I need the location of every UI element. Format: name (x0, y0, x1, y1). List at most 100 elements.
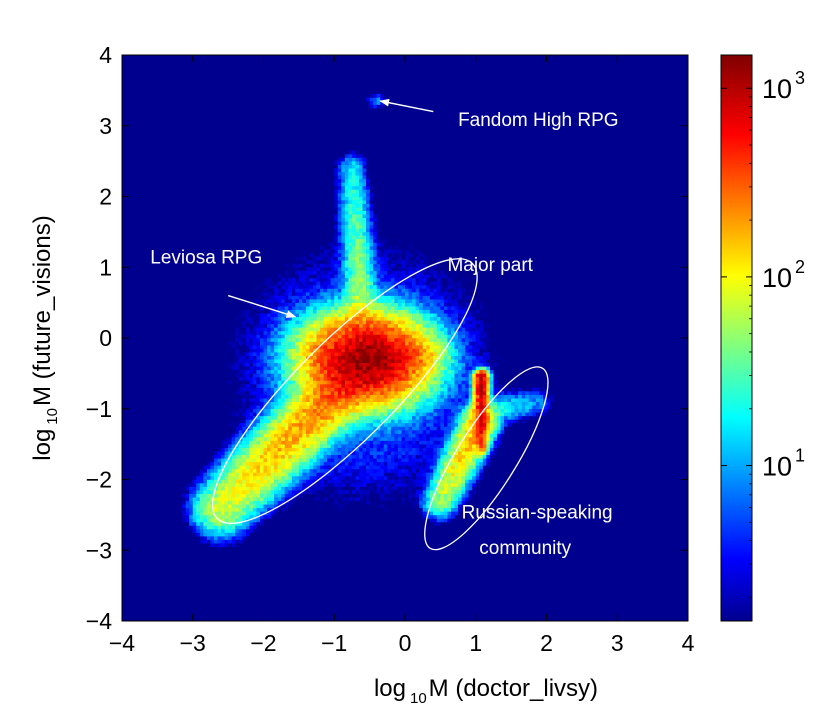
heatmap-cell (433, 387, 438, 392)
heatmap-cell (316, 383, 321, 388)
heatmap-cell (252, 511, 257, 516)
heatmap-cell (313, 447, 317, 452)
heatmap-cell (390, 461, 395, 466)
heatmap-cell (334, 338, 339, 342)
heatmap-cell (288, 306, 293, 310)
heatmap-cell (313, 313, 317, 318)
heatmap-cell (366, 461, 370, 466)
heatmap-cell (344, 359, 349, 364)
heatmap-cell (242, 465, 247, 470)
heatmap-cell (267, 341, 271, 346)
heatmap-cell (412, 338, 416, 342)
heatmap-cell (228, 440, 232, 445)
heatmap-cell (454, 507, 459, 512)
heatmap-cell (267, 345, 271, 349)
heatmap-cell (327, 338, 332, 342)
heatmap-cell (231, 458, 236, 463)
heatmap-cell (408, 334, 413, 339)
heatmap-cell (380, 429, 385, 434)
heatmap-cell (362, 355, 367, 360)
heatmap-cell (366, 178, 370, 183)
heatmap-cell (447, 369, 452, 374)
heatmap-cell (362, 228, 367, 233)
heatmap-cell (440, 447, 445, 452)
heatmap-cell (390, 345, 395, 349)
heatmap-cell (426, 323, 431, 328)
heatmap-cell (196, 483, 201, 487)
heatmap-cell (450, 440, 455, 445)
heatmap-cell (355, 447, 360, 452)
heatmap-cell (288, 426, 293, 431)
heatmap-cell (380, 394, 385, 399)
heatmap-cell (249, 504, 254, 509)
heatmap-cell (344, 253, 349, 257)
heatmap-cell (238, 532, 243, 537)
heatmap-cell (355, 352, 360, 356)
heatmap-cell (412, 415, 416, 420)
heatmap-cell (373, 242, 377, 247)
heatmap-cell (341, 323, 346, 328)
heatmap-cell (291, 433, 296, 438)
heatmap-cell (436, 376, 441, 381)
heatmap-cell (351, 451, 356, 456)
heatmap-cell (390, 330, 395, 335)
heatmap-cell (366, 200, 370, 204)
heatmap-cell (228, 500, 232, 505)
heatmap-cell (235, 493, 240, 498)
heatmap-cell (313, 408, 317, 413)
heatmap-cell (309, 451, 314, 456)
heatmap-cell (270, 306, 275, 310)
heatmap-cell (380, 398, 385, 402)
heatmap-cell (256, 490, 261, 494)
heatmap-cell (224, 362, 229, 367)
heatmap-cell (362, 238, 367, 243)
heatmap-cell (348, 235, 353, 240)
heatmap-cell (224, 539, 229, 544)
heatmap-cell (330, 415, 335, 420)
heatmap-cell (401, 483, 406, 487)
heatmap-cell (334, 242, 339, 247)
heatmap-cell (302, 263, 307, 268)
heatmap-cell (344, 338, 349, 342)
heatmap-cell (267, 500, 271, 505)
heatmap-cell (231, 461, 236, 466)
heatmap-cell (433, 429, 438, 434)
heatmap-cell (284, 274, 289, 279)
heatmap-cell (426, 284, 431, 289)
heatmap-cell (376, 292, 381, 296)
heatmap-cell (355, 398, 360, 402)
heatmap-cell (309, 284, 314, 289)
heatmap-cell (302, 313, 307, 318)
heatmap-cell (344, 401, 349, 406)
heatmap-cell (454, 355, 459, 360)
heatmap-cell (440, 412, 445, 417)
heatmap-cell (376, 235, 381, 240)
heatmap-cell (383, 334, 388, 339)
heatmap-cell (390, 408, 395, 413)
heatmap-cell (387, 323, 392, 328)
heatmap-cell (238, 334, 243, 339)
heatmap-cell (436, 437, 441, 441)
heatmap-cell (443, 521, 448, 526)
heatmap-cell (426, 422, 431, 427)
heatmap-cell (206, 504, 211, 509)
heatmap-cell (405, 267, 409, 272)
heatmap-cell (203, 475, 208, 480)
heatmap-cell (436, 507, 441, 512)
heatmap-cell (355, 426, 360, 431)
heatmap-cell (337, 189, 342, 194)
heatmap-cell (298, 465, 303, 470)
heatmap-cell (359, 355, 363, 360)
heatmap-cell (426, 437, 431, 441)
heatmap-cell (429, 373, 434, 378)
heatmap-cell (316, 437, 321, 441)
heatmap-cell (337, 338, 342, 342)
heatmap-cell (316, 415, 321, 420)
heatmap-cell (316, 281, 321, 286)
heatmap-cell (249, 472, 254, 477)
heatmap-cell (362, 309, 367, 314)
heatmap-cell (330, 394, 335, 399)
heatmap-cell (373, 341, 377, 346)
heatmap-cell (316, 461, 321, 466)
heatmap-cell (291, 483, 296, 487)
